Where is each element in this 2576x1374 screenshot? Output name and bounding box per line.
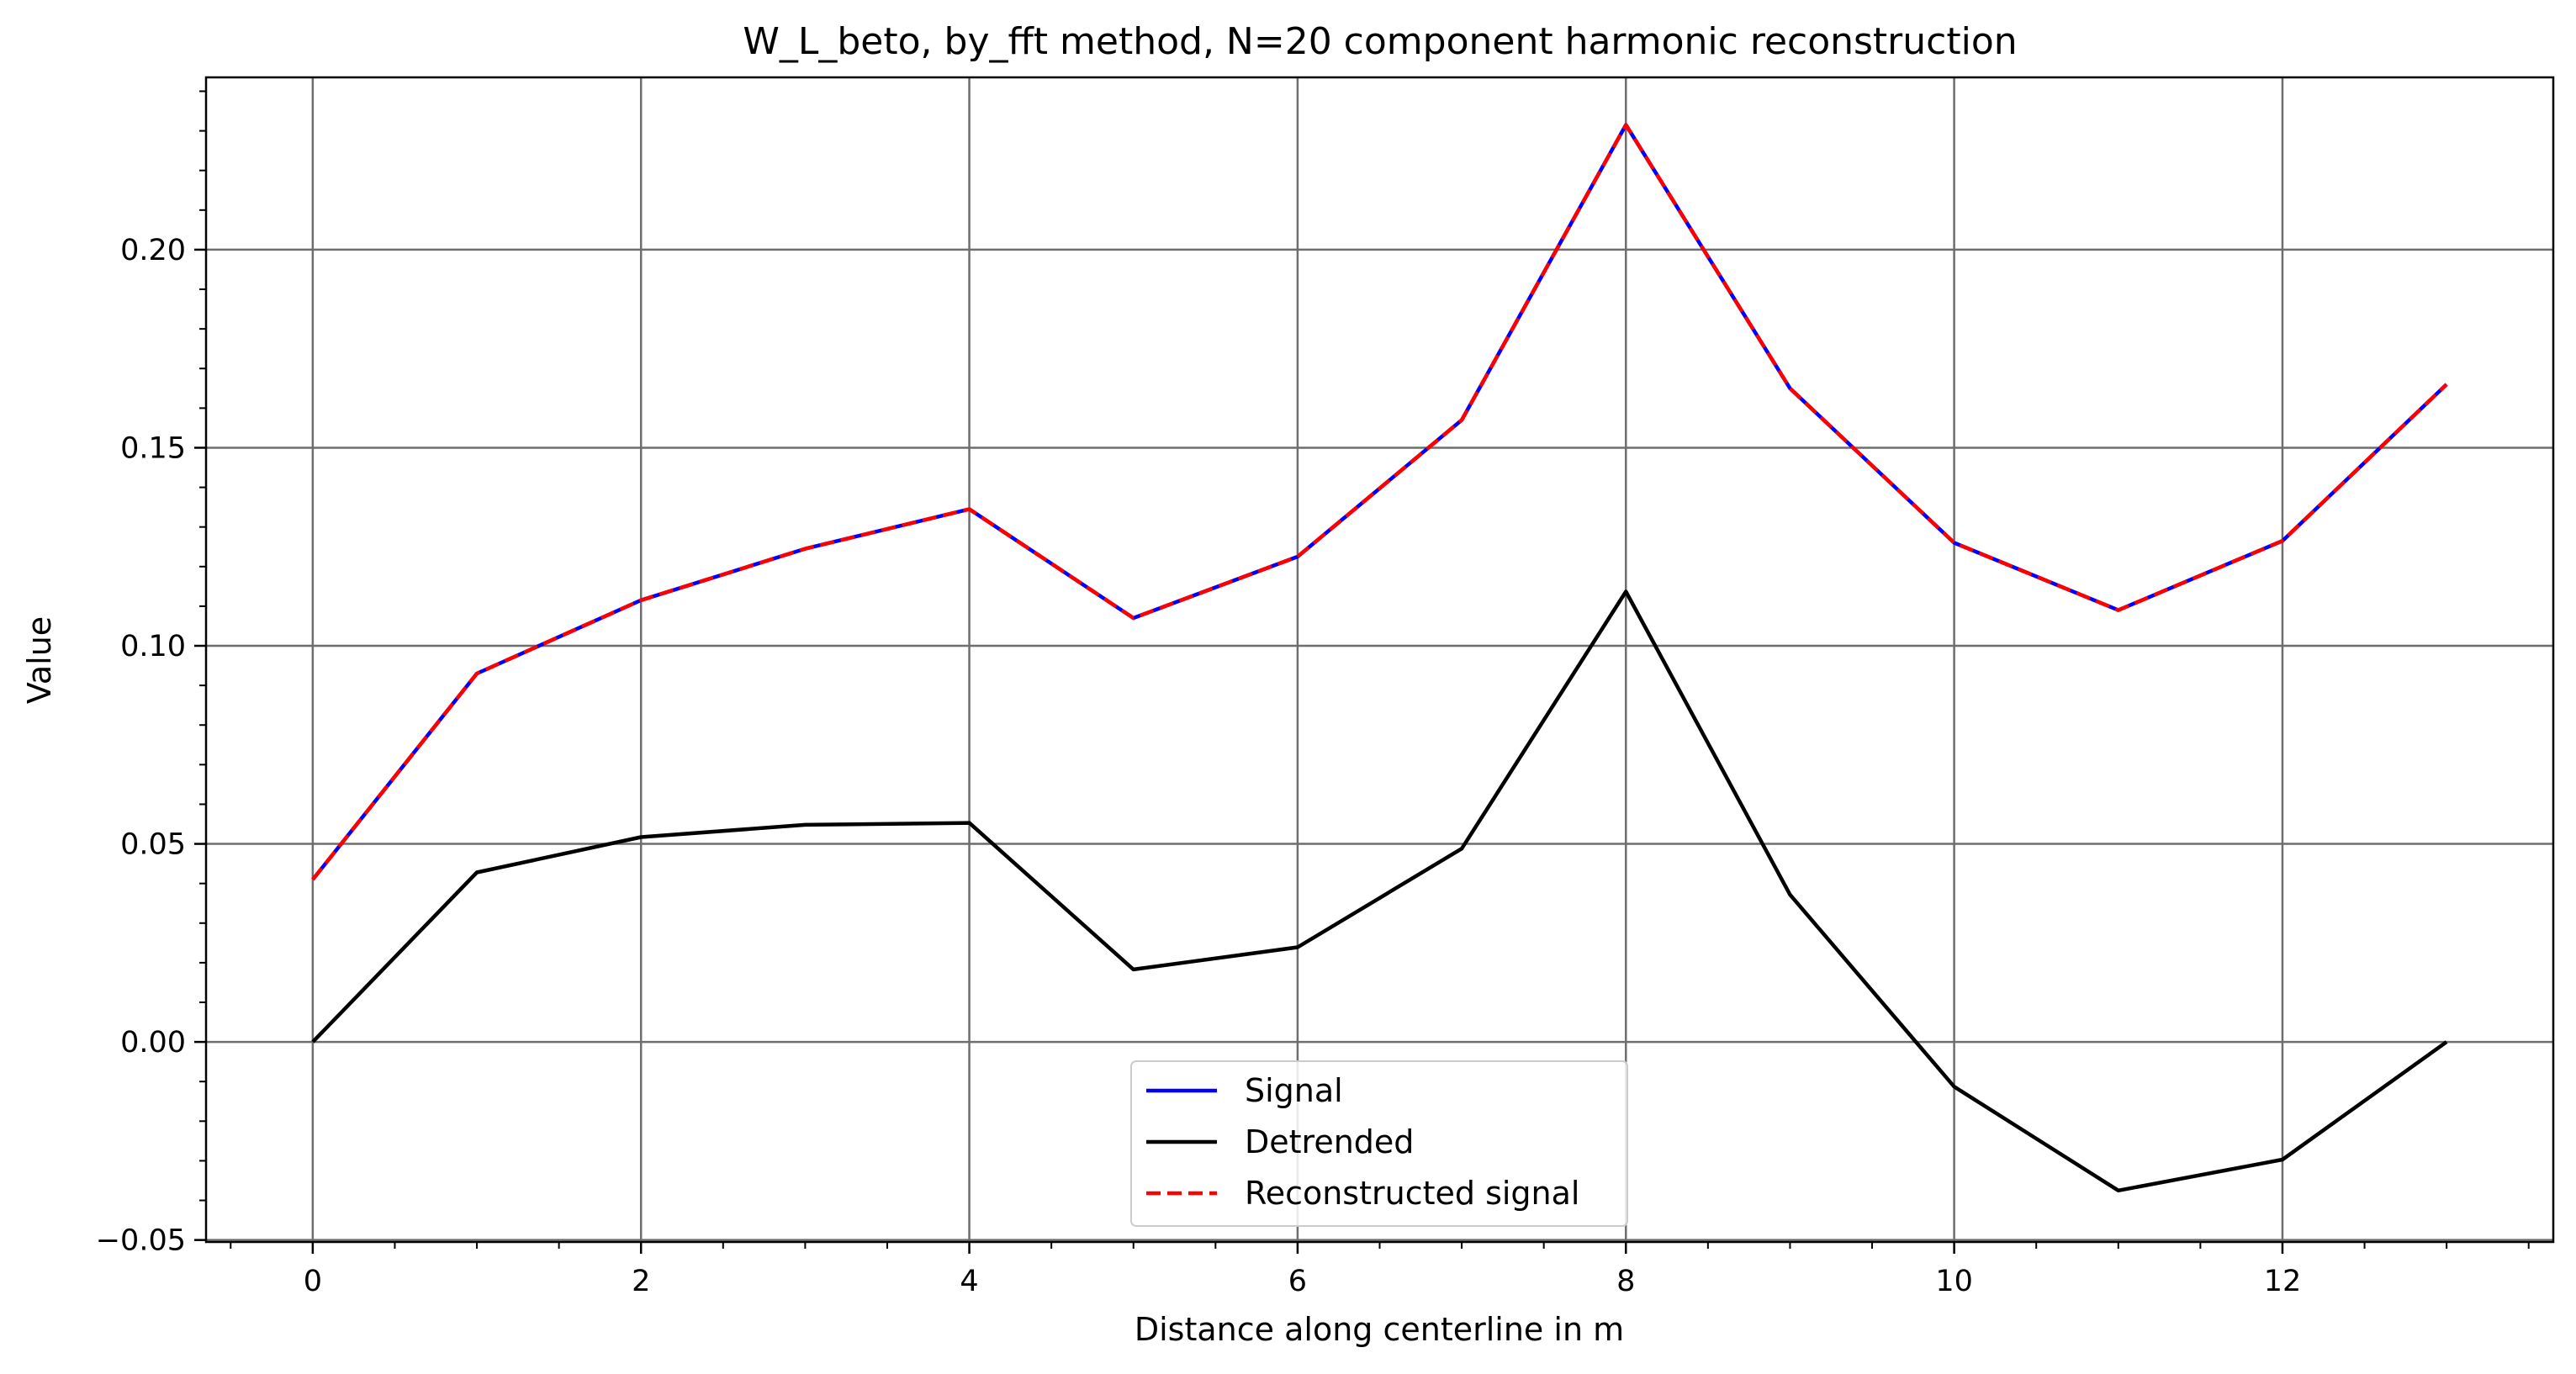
- y-tick-label: 0.20: [120, 234, 186, 267]
- axis-ticks: 0 2 4 6 8 10 12 −0.05 0.00 0.05 0.10 0.15 0.20: [96, 90, 2530, 1298]
- x-tick-label: 8: [1616, 1265, 1635, 1298]
- chart-title: W_L_beto, by_fft method, N=20 component …: [743, 20, 2017, 63]
- legend-label: Reconstructed signal: [1245, 1175, 1579, 1212]
- x-axis-label: Distance along centerline in m: [1135, 1311, 1624, 1348]
- y-tick-label: 0.00: [120, 1026, 186, 1060]
- series-line-reconstructed-signal: [311, 123, 2448, 881]
- legend-box: [1130, 1060, 1628, 1227]
- x-tick-label: 6: [1288, 1265, 1307, 1298]
- x-tick-label: 2: [632, 1265, 650, 1298]
- x-tick-label: 0: [304, 1265, 322, 1298]
- series-lines: [311, 123, 2448, 1193]
- x-tick-label: 4: [960, 1265, 978, 1298]
- grid: [206, 77, 2553, 1242]
- y-tick-label: 0.05: [120, 828, 186, 862]
- y-tick-label: −0.05: [96, 1224, 186, 1258]
- y-tick-label: 0.15: [120, 431, 186, 465]
- x-tick-label: 10: [1935, 1265, 1973, 1298]
- y-axis-label: Value: [21, 616, 58, 704]
- legend: Signal Detrended Reconstructed signal: [1130, 1060, 1628, 1227]
- series-line-detrended: [311, 589, 2448, 1193]
- legend-label: Signal: [1245, 1072, 1343, 1109]
- legend-label: Detrended: [1245, 1123, 1414, 1160]
- x-tick-label: 12: [2264, 1265, 2302, 1298]
- y-tick-label: 0.10: [120, 630, 186, 663]
